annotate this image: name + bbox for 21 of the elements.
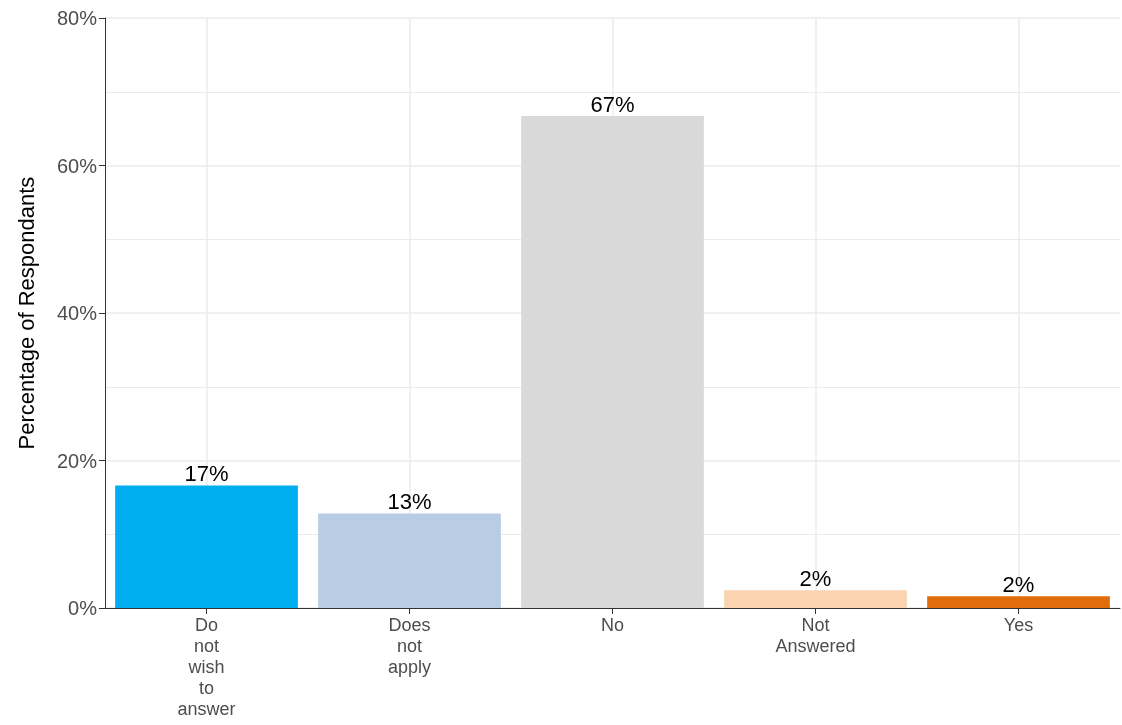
- bar: [724, 590, 907, 608]
- y-tick-label: 60%: [56, 154, 98, 177]
- data-label: 2%: [1002, 571, 1035, 597]
- y-tick-label: 80%: [56, 7, 98, 29]
- y-axis-title: Percentage of Respondants: [13, 176, 39, 450]
- bar: [521, 116, 704, 608]
- x-tick-label: Do not wish to answer: [177, 614, 236, 719]
- data-label: 17%: [184, 461, 229, 487]
- bar: [318, 513, 501, 608]
- x-tick-label: Does not apply: [387, 614, 432, 677]
- x-tick-label: No: [600, 614, 625, 635]
- data-label: 2%: [799, 565, 832, 591]
- x-tick-label: Not Answered: [775, 614, 856, 656]
- y-tick-label: 0%: [68, 597, 98, 619]
- y-tick-label: 40%: [56, 302, 98, 324]
- data-label: 67%: [590, 91, 635, 117]
- bar: [115, 485, 298, 608]
- x-tick-label: Yes: [1003, 614, 1034, 635]
- data-label: 13%: [387, 489, 432, 515]
- bar: [927, 596, 1110, 608]
- y-tick-label: 20%: [56, 449, 98, 472]
